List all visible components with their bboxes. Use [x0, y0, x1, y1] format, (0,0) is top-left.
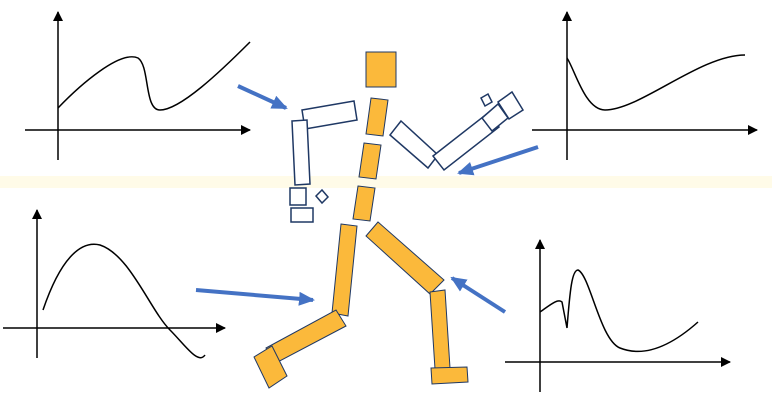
arrow	[450, 276, 507, 314]
curve	[539, 269, 699, 353]
curve	[566, 54, 746, 111]
left-forearm	[291, 119, 311, 186]
left-upper-arm	[301, 100, 358, 130]
right-forearm	[431, 111, 501, 172]
background-band	[0, 176, 772, 188]
left-finger	[314, 188, 330, 205]
spine-segment	[358, 142, 382, 180]
spine-segment	[352, 185, 376, 222]
plot-bottom-right	[505, 239, 731, 392]
plot-top-right	[532, 11, 758, 160]
arrow	[195, 288, 315, 306]
plot-top-left	[25, 11, 251, 160]
left-thigh	[331, 223, 358, 317]
right-thigh	[365, 221, 445, 295]
figure	[253, 51, 525, 389]
right-upper-arm	[388, 119, 440, 170]
spine-segment	[365, 97, 389, 137]
right-foot	[430, 366, 469, 385]
arrow	[457, 145, 539, 176]
arrows	[195, 84, 539, 314]
head	[365, 51, 397, 88]
right-hand	[496, 90, 525, 121]
left-shin	[265, 309, 347, 365]
curve	[57, 41, 251, 111]
left-hand	[290, 207, 314, 223]
right-shin	[429, 289, 451, 370]
curve	[42, 243, 206, 359]
plot-bottom-left	[3, 209, 226, 359]
left-hand	[289, 187, 307, 206]
right-finger	[480, 92, 493, 108]
arrow	[237, 84, 288, 110]
left-foot	[253, 345, 288, 389]
